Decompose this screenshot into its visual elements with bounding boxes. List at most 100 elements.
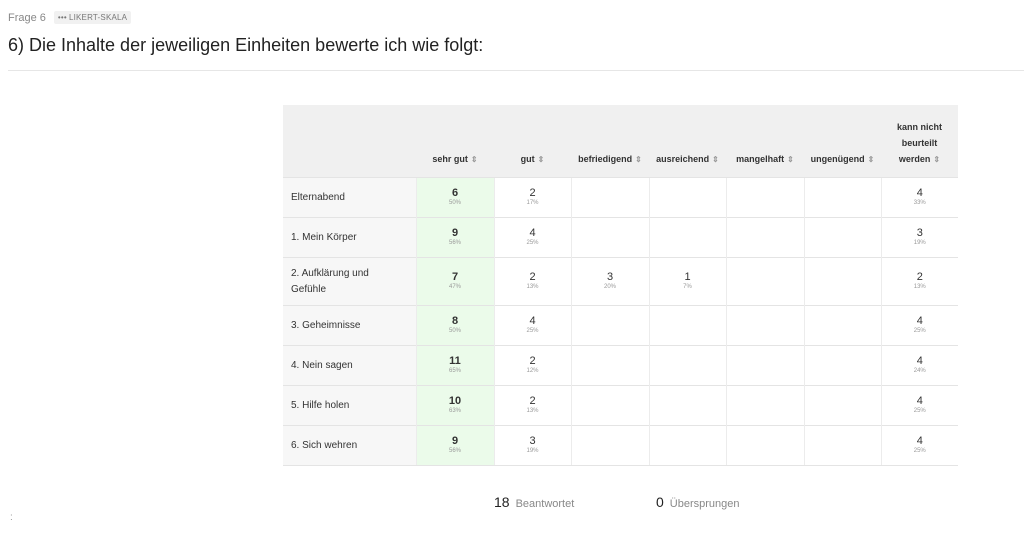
cell-percent: 25% [526, 240, 539, 246]
cell-count: 4 [529, 227, 536, 239]
table-cell: 1 7% [648, 257, 726, 306]
table-cell [570, 217, 649, 258]
table-cell [570, 177, 649, 218]
answered-count: 18 [494, 494, 510, 510]
table-cell [725, 425, 804, 466]
cell-percent: 7% [683, 284, 692, 290]
cell-percent: 12% [526, 368, 539, 374]
table-cell [803, 345, 881, 386]
question-number: Frage 6 [8, 11, 46, 24]
column-header-6[interactable]: kann nicht beurteilt werden ⇕ [881, 105, 958, 178]
table-cell [803, 305, 881, 346]
cell-percent: 24% [913, 368, 926, 374]
cell-percent: 19% [526, 448, 539, 454]
question-type-badge: ••• LIKERT-SKALA [53, 11, 132, 24]
likert-table: sehr gut ⇕ gut ⇕ befriedigend ⇕ ausreichend ⇕ ma… [283, 105, 958, 466]
table-row: 6. Sich wehren 9 56% 3 19% 4 25% [283, 425, 958, 466]
sort-icon[interactable]: ⇕ [787, 155, 794, 164]
cell-percent: 13% [526, 284, 539, 290]
table-header-row: sehr gut ⇕ gut ⇕ befriedigend ⇕ ausreichend ⇕ ma… [283, 105, 958, 178]
row-label-header [283, 105, 416, 178]
table-cell [648, 385, 726, 426]
table-cell [803, 425, 881, 466]
column-header-label: mangelhaft [736, 154, 785, 164]
sort-icon[interactable]: ⇕ [867, 155, 875, 164]
cell-count: 2 [529, 271, 536, 283]
column-header-label: befriedigend [578, 154, 633, 164]
table-cell [648, 345, 726, 386]
column-header-0[interactable]: sehr gut ⇕ [416, 105, 494, 178]
cell-count: 4 [916, 435, 923, 447]
column-header-label: ausreichend [656, 154, 710, 164]
cell-percent: 19% [913, 240, 926, 246]
sort-icon[interactable]: ⇕ [712, 155, 719, 164]
skipped-label: Übersprungen [669, 498, 740, 510]
table-cell [725, 177, 804, 218]
table-cell: 4 24% [880, 345, 958, 386]
table-cell: 9 56% [415, 425, 494, 466]
row-label: 3. Geheimnisse [283, 305, 416, 346]
cell-count: 2 [529, 395, 536, 407]
cell-percent: 13% [526, 408, 539, 414]
table-cell [648, 305, 726, 346]
column-header-4[interactable]: mangelhaft ⇕ [726, 105, 804, 178]
row-label: 6. Sich wehren [283, 425, 416, 466]
cell-percent: 17% [526, 200, 539, 206]
cell-count: 10 [448, 395, 462, 407]
cell-count: 8 [451, 315, 459, 327]
table-cell: 4 25% [880, 385, 958, 426]
cell-percent: 33% [913, 200, 926, 206]
column-header-label: ungenügend [810, 154, 865, 164]
table-cell [570, 425, 649, 466]
table-cell [803, 385, 881, 426]
sort-icon[interactable]: ⇕ [933, 155, 941, 164]
cell-percent: 47% [448, 284, 461, 290]
table-row: Elternabend 6 50% 2 17% 4 33% [283, 177, 958, 218]
cell-count: 3 [916, 227, 923, 239]
table-row: 5. Hilfe holen 10 63% 2 13% 4 25% [283, 385, 958, 426]
title-divider [8, 70, 1024, 71]
cell-count: 2 [916, 271, 923, 283]
table-cell [570, 345, 649, 386]
table-cell: 2 13% [493, 257, 571, 306]
table-cell: 10 63% [415, 385, 494, 426]
table-row: 4. Nein sagen 11 65% 2 12% 4 24% [283, 345, 958, 386]
cell-count: 4 [529, 315, 536, 327]
column-header-5[interactable]: ungenügend ⇕ [804, 105, 881, 178]
table-cell: 11 65% [415, 345, 494, 386]
sort-icon[interactable]: ⇕ [635, 155, 642, 164]
row-label: 1. Mein Körper [283, 217, 416, 258]
table-cell [725, 257, 804, 306]
cell-percent: 13% [913, 284, 926, 290]
cell-percent: 50% [448, 200, 461, 206]
column-header-1[interactable]: gut ⇕ [494, 105, 571, 178]
cell-count: 4 [916, 315, 923, 327]
answered-label: Beantwortet [515, 498, 575, 510]
corner-mark: : [10, 512, 13, 523]
table-row: 3. Geheimnisse 8 50% 4 25% 4 25% [283, 305, 958, 346]
table-body: Elternabend 6 50% 2 17% 4 33% 1. Mein Körper 9 56… [283, 177, 958, 466]
table-cell: 4 25% [493, 305, 571, 346]
column-header-label: kann nicht beurteilt werden [896, 122, 942, 164]
table-cell: 8 50% [415, 305, 494, 346]
sort-icon[interactable]: ⇕ [537, 155, 545, 164]
cell-percent: 25% [913, 408, 926, 414]
cell-percent: 56% [448, 448, 461, 454]
column-header-label: sehr gut [432, 154, 468, 164]
cell-count: 4 [916, 355, 923, 367]
table-cell [725, 345, 804, 386]
likert-icon: ••• [57, 13, 67, 22]
cell-count: 2 [529, 187, 536, 199]
sort-icon[interactable]: ⇕ [470, 155, 478, 164]
cell-count: 6 [451, 187, 459, 199]
column-header-3[interactable]: ausreichend ⇕ [649, 105, 726, 178]
table-cell: 4 33% [880, 177, 958, 218]
table-cell: 7 47% [415, 257, 494, 306]
skipped-summary: 0 Übersprungen [656, 494, 740, 510]
row-label: 5. Hilfe holen [283, 385, 416, 426]
column-header-2[interactable]: befriedigend ⇕ [571, 105, 649, 178]
table-cell: 9 56% [415, 217, 494, 258]
table-cell [570, 305, 649, 346]
cell-percent: 25% [913, 448, 926, 454]
table-cell [648, 177, 726, 218]
